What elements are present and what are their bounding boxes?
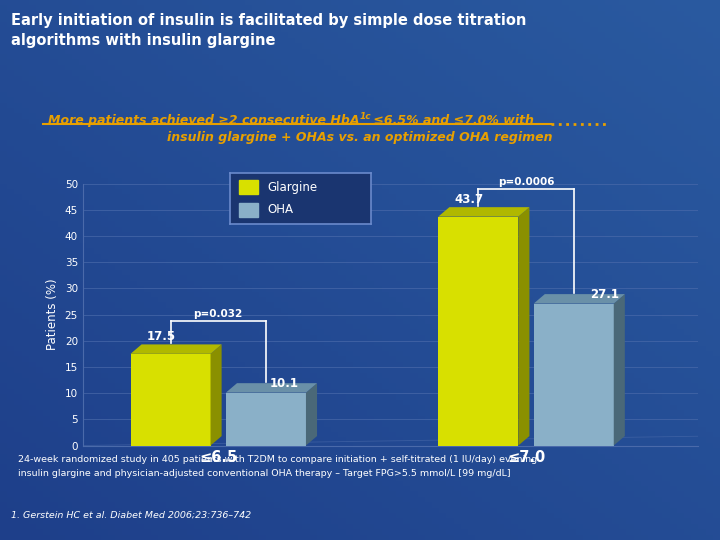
Bar [534, 303, 613, 446]
Text: 43.7: 43.7 [454, 193, 484, 206]
Text: insulin glargine and physician-adjusted conventional OHA therapy – Target FPG>5.: insulin glargine and physician-adjusted … [18, 469, 510, 478]
Text: 27.1: 27.1 [590, 288, 619, 301]
Y-axis label: Patients (%): Patients (%) [46, 279, 59, 350]
Bar [130, 354, 210, 445]
Polygon shape [534, 294, 625, 303]
Text: Early initiation of insulin is facilitated by simple dose titration
algorithms w: Early initiation of insulin is facilitat… [11, 14, 526, 48]
Polygon shape [613, 294, 625, 446]
Text: 24-week randomized study in 405 patients with T2DM to compare initiation + self-: 24-week randomized study in 405 patients… [18, 455, 537, 464]
Bar [239, 202, 258, 217]
Polygon shape [306, 383, 317, 446]
Text: 1c: 1c [360, 112, 372, 122]
Bar [438, 217, 518, 446]
Polygon shape [226, 383, 317, 393]
Text: 1. Gerstein HC et al. Diabet Med 2006;23:736–742: 1. Gerstein HC et al. Diabet Med 2006;23… [11, 510, 251, 519]
Polygon shape [130, 345, 222, 354]
Text: 17.5: 17.5 [147, 330, 176, 343]
Text: 10.1: 10.1 [270, 377, 299, 390]
Text: p=0.0006: p=0.0006 [498, 177, 554, 187]
Text: insulin glargine + OHAs vs. an optimized OHA regimen: insulin glargine + OHAs vs. an optimized… [167, 131, 553, 144]
Polygon shape [438, 207, 529, 217]
Text: ≤6.5% and ≤7.0% with: ≤6.5% and ≤7.0% with [369, 114, 534, 127]
Text: More patients achieved ≥2 consecutive HbA: More patients achieved ≥2 consecutive Hb… [48, 114, 360, 127]
Bar [226, 393, 306, 446]
Text: OHA: OHA [267, 203, 293, 216]
Text: Glargine: Glargine [267, 181, 317, 194]
Bar [239, 180, 258, 194]
Polygon shape [210, 345, 222, 445]
Polygon shape [518, 207, 529, 446]
Text: p=0.032: p=0.032 [194, 309, 243, 319]
